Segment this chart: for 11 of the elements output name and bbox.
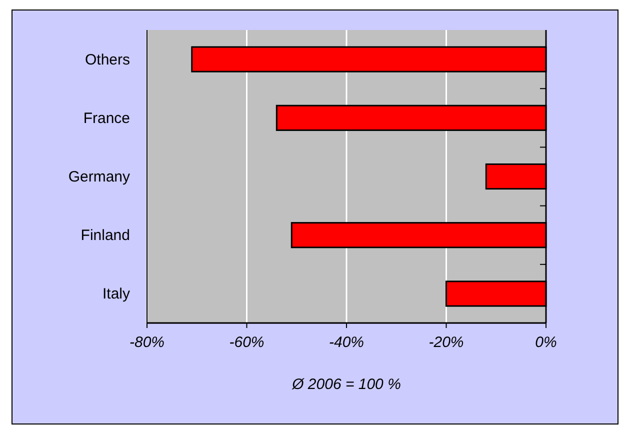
y-tick-label: Germany xyxy=(68,168,130,186)
x-tick-label: -40% xyxy=(328,334,364,351)
x-tick-label: -20% xyxy=(428,334,464,351)
y-tick-label: Italy xyxy=(102,286,130,303)
x-tick-label: -80% xyxy=(129,334,165,351)
x-tick-label: -60% xyxy=(229,334,264,351)
y-tick-label: Finland xyxy=(80,227,130,244)
x-tick-label: 0% xyxy=(535,334,557,351)
y-tick-label: Others xyxy=(84,51,130,68)
y-tick-label: France xyxy=(83,110,130,127)
x-axis-title: Ø 2006 = 100 % xyxy=(291,376,401,393)
